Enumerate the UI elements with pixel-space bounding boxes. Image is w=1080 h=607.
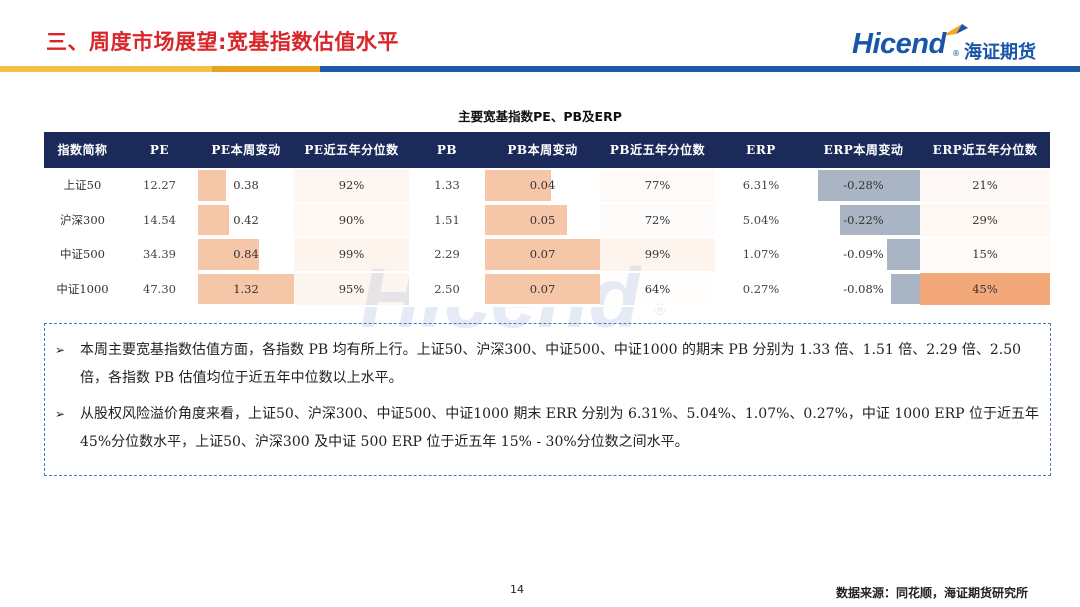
erp-value: 5.04% — [715, 202, 807, 238]
pb-change-value: 0.05 — [529, 212, 556, 227]
pb-change-bar — [485, 204, 568, 235]
col-header: ERP — [715, 132, 807, 168]
col-header: PB — [409, 132, 485, 168]
erp-change: -0.09% — [807, 236, 920, 273]
pe-percentile: 90% — [294, 202, 409, 238]
pe-change: 1.32 — [198, 271, 294, 307]
pe-change-value: 0.84 — [233, 247, 259, 262]
erp-change-bar — [890, 273, 920, 304]
erp-change: -0.22% — [807, 202, 920, 238]
pb-value: 1.33 — [409, 167, 485, 204]
index-name: 上证50 — [44, 167, 121, 204]
page-number: 14 — [510, 583, 524, 596]
pb-change-value: 0.07 — [529, 281, 556, 296]
table-row: 中证500 34.39 0.84 99% 2.29 0.07 99% 1.07% -0.09% 1… — [44, 236, 1050, 273]
note-bullet: ➢ 从股权风险溢价角度来看，上证50、沪深300、中证500、中证1000 期末… — [55, 400, 1040, 456]
pb-percentile: 64% — [600, 271, 715, 307]
pb-change-bar — [485, 273, 600, 304]
table-title: 主要宽基指数PE、PB及ERP — [458, 109, 622, 124]
index-name: 中证1000 — [44, 271, 121, 307]
erp-value: 0.27% — [715, 271, 807, 307]
table-row: 中证1000 47.30 1.32 95% 2.50 0.07 64% 0.27% -0.08%… — [44, 271, 1050, 307]
logo-registered-mark: ® — [952, 49, 960, 58]
note-text: 从股权风险溢价角度来看，上证50、沪深300、中证500、中证1000 期末 E… — [80, 406, 1040, 450]
index-name: 中证500 — [44, 236, 121, 273]
pb-value: 1.51 — [409, 202, 485, 238]
pe-change: 0.84 — [198, 236, 294, 273]
pb-value: 2.29 — [409, 236, 485, 273]
slide-title: 三、周度市场展望:宽基指数估值水平 — [46, 30, 399, 54]
table-row: 上证50 12.27 0.38 92% 1.33 0.04 77% 6.31% -0.28% 21… — [44, 167, 1050, 204]
pb-change-bar — [485, 169, 551, 201]
erp-change-value: -0.22% — [843, 212, 884, 227]
pe-change-bar — [198, 169, 226, 201]
pb-change-bar — [485, 239, 600, 270]
erp-change-value: -0.09% — [843, 247, 884, 262]
pe-value: 34.39 — [121, 236, 198, 273]
erp-change-bar — [818, 169, 920, 201]
pb-change-value: 0.04 — [529, 178, 556, 192]
pe-value: 12.27 — [121, 167, 198, 204]
col-header: PE — [121, 132, 198, 168]
pb-value: 2.50 — [409, 271, 485, 307]
erp-change-bar — [887, 239, 920, 270]
erp-percentile: 45% — [920, 271, 1050, 307]
erp-percentile: 21% — [920, 167, 1050, 204]
hicend-logo: Hicend ® 海证期货 — [852, 22, 1062, 66]
pe-percentile: 95% — [294, 271, 409, 307]
pb-percentile: 77% — [600, 167, 715, 204]
note-text: 本周主要宽基指数估值方面，各指数 PB 均有所上行。上证50、沪深300、中证5… — [80, 342, 1022, 386]
arrow-bullet-icon: ➢ — [55, 407, 66, 421]
note-bullet: ➢ 本周主要宽基指数估值方面，各指数 PB 均有所上行。上证50、沪深300、中… — [55, 336, 1040, 392]
logo-text-cn: 海证期货 — [964, 42, 1036, 63]
pe-percentile: 99% — [294, 236, 409, 273]
pe-change-value: 0.38 — [233, 178, 259, 192]
col-header: ERP近五年分位数 — [920, 132, 1050, 168]
logo-swoosh-icon — [942, 24, 968, 36]
table-row: 沪深300 14.54 0.42 90% 1.51 0.05 72% 5.04% -0.22% 2… — [44, 202, 1050, 238]
pb-change: 0.07 — [485, 236, 600, 273]
pb-percentile: 72% — [600, 202, 715, 238]
pe-value: 47.30 — [121, 271, 198, 307]
table-header-row: 指数简称 PE PE本周变动 PE近五年分位数 PB PB本周变动 PB近五年分… — [44, 132, 1050, 168]
logo-text-en: Hicend — [852, 28, 946, 60]
col-header: PB近五年分位数 — [600, 132, 715, 168]
pe-percentile: 92% — [294, 167, 409, 204]
erp-change: -0.28% — [807, 167, 920, 204]
valuation-table: 指数简称 PE PE本周变动 PE近五年分位数 PB PB本周变动 PB近五年分… — [44, 132, 1050, 307]
col-header: PE本周变动 — [198, 132, 294, 168]
pe-value: 14.54 — [121, 202, 198, 238]
erp-change-value: -0.28% — [843, 178, 884, 192]
col-header: PE近五年分位数 — [294, 132, 409, 168]
pb-change: 0.04 — [485, 167, 600, 204]
pe-change-bar — [198, 239, 260, 270]
col-header: PB本周变动 — [485, 132, 600, 168]
erp-change-value: -0.08% — [843, 281, 884, 296]
erp-change: -0.08% — [807, 271, 920, 307]
header-color-bar — [0, 66, 1080, 72]
pe-change: 0.38 — [198, 167, 294, 204]
pb-percentile: 99% — [600, 236, 715, 273]
erp-percentile: 29% — [920, 202, 1050, 238]
pe-change-bar — [198, 273, 294, 304]
table-body: 上证50 12.27 0.38 92% 1.33 0.04 77% 6.31% -0.28% 21… — [44, 167, 1050, 307]
data-source: 数据来源：同花顺，海证期货研究所 — [836, 586, 1029, 600]
pe-change-bar — [198, 204, 229, 235]
pe-change: 0.42 — [198, 202, 294, 238]
pb-change-value: 0.07 — [529, 247, 556, 262]
erp-percentile: 15% — [920, 236, 1050, 273]
arrow-bullet-icon: ➢ — [55, 343, 66, 357]
pe-change-value: 1.32 — [233, 281, 259, 296]
erp-value: 1.07% — [715, 236, 807, 273]
pe-change-value: 0.42 — [233, 212, 259, 227]
col-header: 指数简称 — [44, 132, 121, 168]
notes-box: ➢ 本周主要宽基指数估值方面，各指数 PB 均有所上行。上证50、沪深300、中… — [44, 323, 1051, 476]
erp-change-bar — [840, 204, 920, 235]
pb-change: 0.05 — [485, 202, 600, 238]
col-header: ERP本周变动 — [807, 132, 920, 168]
pb-change: 0.07 — [485, 271, 600, 307]
erp-value: 6.31% — [715, 167, 807, 204]
index-name: 沪深300 — [44, 202, 121, 238]
